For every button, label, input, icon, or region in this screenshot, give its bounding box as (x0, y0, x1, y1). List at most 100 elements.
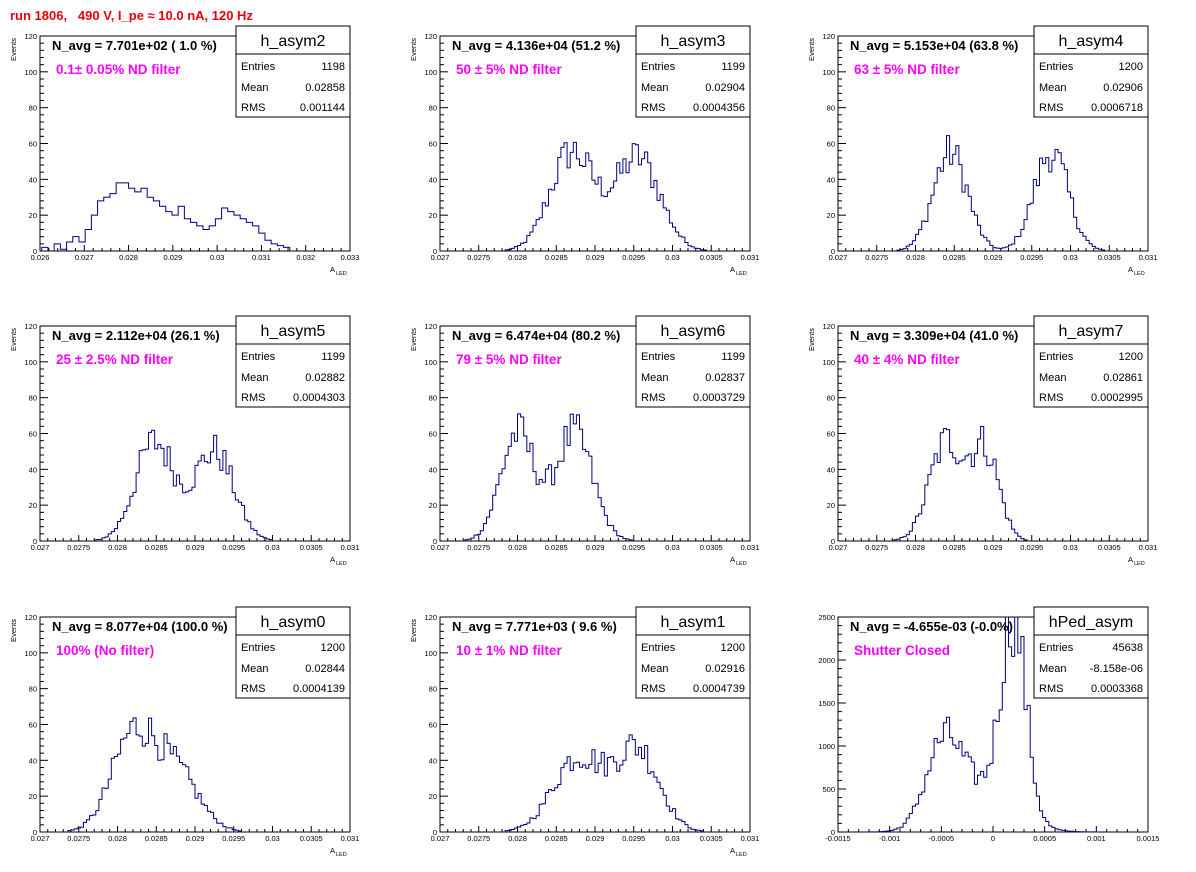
y-tick-label: 120 (24, 322, 37, 331)
histogram-name: h_asym7 (1059, 323, 1124, 340)
histogram-line (41, 182, 291, 251)
stat-label-mean: Mean (641, 663, 669, 675)
stat-value-mean: 0.02858 (305, 82, 345, 94)
x-tick-label: 0.03 (665, 543, 680, 552)
y-tick-label: 40 (429, 756, 437, 765)
x-tick-label: 0.029 (186, 543, 205, 552)
y-tick-label: 60 (429, 430, 437, 439)
stat-value-mean: 0.02837 (705, 372, 745, 384)
stat-value-entries: 1199 (721, 351, 745, 363)
histogram-line (893, 426, 1028, 541)
x-axis-label: A (730, 555, 735, 564)
stat-value-rms: 0.0003729 (693, 392, 745, 404)
x-tick-label: 0.027 (829, 253, 848, 262)
x-tick-label: 0.029 (586, 543, 605, 552)
x-tick-label: 0.027 (431, 253, 450, 262)
x-tick-label: 0.0295 (1020, 253, 1043, 262)
x-tick-label: 0.0275 (865, 543, 888, 552)
stats-values-box (235, 343, 351, 408)
x-tick-label: 0.0285 (145, 834, 168, 843)
x-tick-label: 0.027 (31, 834, 50, 843)
stat-value-rms: 0.0002995 (1091, 392, 1143, 404)
y-tick-label: 100 (24, 358, 37, 367)
x-tick-label: 0.0295 (222, 834, 245, 843)
stat-value-entries: 1200 (1119, 61, 1143, 73)
y-tick-label: 120 (24, 613, 37, 622)
histogram-name: h_asym3 (661, 33, 726, 50)
stat-label-rms: RMS (641, 683, 665, 695)
x-tick-label: 0.031 (1139, 253, 1158, 262)
x-tick-label: 0.001 (1087, 834, 1106, 843)
x-axis-label: A (330, 555, 335, 564)
stats-box: h_asym2 Entries 1198 Mean 0.02858 RMS 0.001144 (235, 25, 351, 118)
run-title: run 1806, 490 V, I_pe ≈ 10.0 nA, 120 Hz (10, 8, 253, 23)
x-tick-label: 0.026 (31, 253, 50, 262)
y-axis-label: Events (409, 619, 418, 642)
y-tick-label: 500 (822, 785, 835, 794)
filter-annotation: 63 ± 5% ND filter (854, 62, 960, 77)
x-axis-label: A (1128, 555, 1133, 564)
y-tick-label: 20 (429, 501, 437, 510)
histogram-panel-h_asym1: 0.027 0.0275 0.028 0.0285 0.029 0.0295 0.03 0.0… (409, 606, 759, 858)
stats-title-box (635, 606, 751, 636)
stat-label-rms: RMS (641, 392, 665, 404)
stat-label-entries: Entries (1039, 351, 1074, 363)
x-tick-label: 0.029 (586, 834, 605, 843)
y-tick-label: 40 (827, 465, 835, 474)
stats-title-box (635, 315, 751, 345)
filter-annotation: Shutter Closed (854, 643, 950, 658)
navg-annotation: N_avg = 8.077e+04 (100.0 %) (52, 619, 228, 634)
y-tick-label: 100 (822, 68, 835, 77)
stat-label-rms: RMS (1039, 392, 1063, 404)
x-tick-label: 0.0305 (700, 543, 723, 552)
filter-annotation: 10 ± 1% ND filter (456, 643, 562, 658)
stat-value-rms: 0.0006718 (1091, 102, 1143, 114)
y-tick-label: 80 (429, 104, 437, 113)
x-tick-label: 0.032 (296, 253, 315, 262)
stat-label-entries: Entries (641, 61, 676, 73)
x-tick-label: 0.031 (341, 834, 360, 843)
y-tick-label: 40 (29, 465, 37, 474)
y-axis-label: Events (9, 38, 18, 61)
x-tick-label: 0.0275 (467, 834, 490, 843)
x-tick-label: 0.0275 (467, 543, 490, 552)
x-axis-label: A (330, 265, 335, 274)
stat-value-rms: 0.0004739 (693, 683, 745, 695)
x-tick-label: -0.0015 (825, 834, 850, 843)
x-tick-label: 0.0285 (145, 543, 168, 552)
x-tick-label: 0.031 (741, 543, 760, 552)
x-tick-label: 0.03 (665, 834, 680, 843)
stat-label-rms: RMS (241, 683, 265, 695)
stats-values-box (635, 634, 751, 699)
y-tick-label: 0 (433, 537, 437, 546)
x-tick-label: 0.0295 (222, 543, 245, 552)
x-tick-label: 0 (991, 834, 995, 843)
y-tick-label: 80 (429, 685, 437, 694)
y-tick-label: 20 (29, 211, 37, 220)
y-tick-label: 20 (827, 501, 835, 510)
histogram-panel-h_asym6: 0.027 0.0275 0.028 0.0285 0.029 0.0295 0.03 0.0… (409, 315, 760, 567)
stats-box: h_asym4 Entries 1200 Mean 0.02906 RMS 0.000671… (1033, 25, 1149, 118)
y-tick-label: 20 (429, 792, 437, 801)
stats-title-box (1033, 315, 1149, 345)
stats-box: h_asym7 Entries 1200 Mean 0.02861 RMS 0.000299… (1033, 315, 1149, 408)
y-tick-label: 0 (33, 828, 37, 837)
x-tick-label: 0.0285 (545, 253, 568, 262)
histogram-line (896, 135, 1106, 251)
filter-annotation: 100% (No filter) (56, 643, 154, 658)
x-tick-label: 0.0305 (1098, 543, 1121, 552)
y-tick-label: 60 (827, 140, 835, 149)
x-tick-label: 0.0015 (1137, 834, 1160, 843)
histogram-name: h_asym6 (661, 323, 726, 340)
y-tick-label: 120 (424, 32, 437, 41)
stats-title-box (235, 315, 351, 345)
y-tick-label: 40 (429, 465, 437, 474)
y-axis-label: Events (409, 38, 418, 61)
y-tick-label: 100 (24, 68, 37, 77)
y-tick-label: 60 (29, 721, 37, 730)
navg-annotation: N_avg = 7.771e+03 ( 9.6 %) (452, 619, 617, 634)
stats-values-box (635, 53, 751, 118)
x-tick-label: 0.0295 (622, 834, 645, 843)
y-tick-label: 60 (429, 721, 437, 730)
stats-values-box (1033, 53, 1149, 118)
